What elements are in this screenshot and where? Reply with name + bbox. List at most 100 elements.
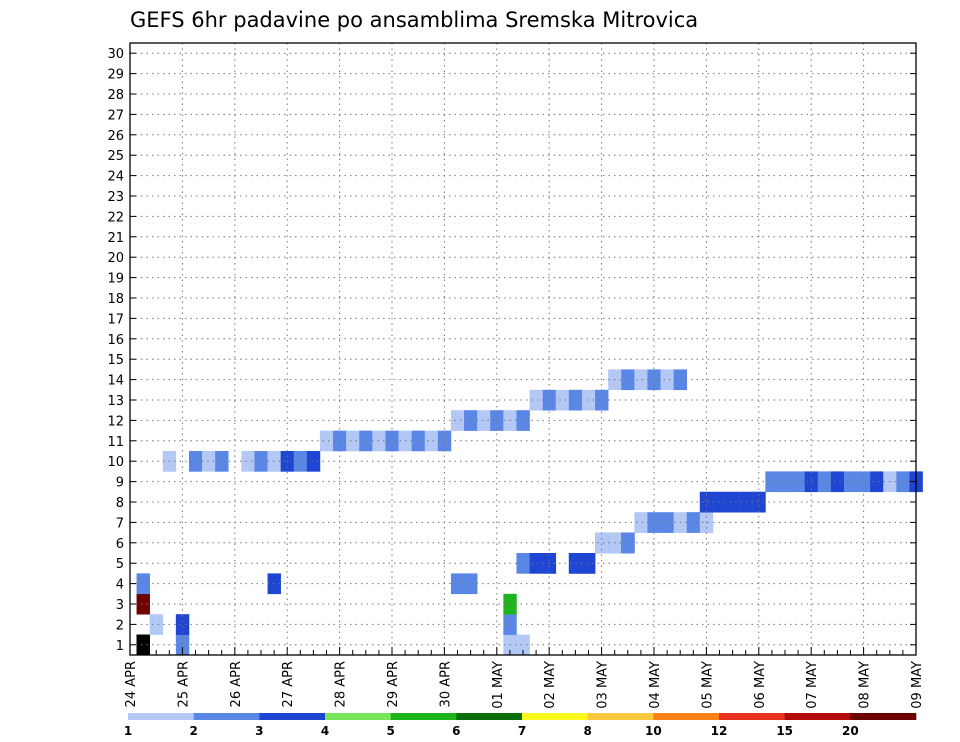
y-tick-label: 19 <box>107 272 124 287</box>
heatmap-cell <box>385 430 399 452</box>
x-tick-label: 06 MAY <box>753 661 768 709</box>
y-tick-label: 15 <box>107 353 124 368</box>
heatmap-cell <box>581 389 596 411</box>
y-tick-label: 21 <box>107 231 124 246</box>
chart-title: GEFS 6hr padavine po ansamblima Sremska … <box>130 8 698 32</box>
heatmap-cell <box>857 471 871 493</box>
heatmap-cell <box>254 451 268 472</box>
y-tick-label: 23 <box>107 190 124 205</box>
heatmap-cell <box>529 389 543 411</box>
heatmap-cells <box>136 369 923 656</box>
y-tick-label: 14 <box>107 374 124 389</box>
heatmap-cell <box>136 593 150 615</box>
heatmap-cell <box>595 389 609 411</box>
x-tick-label: 08 MAY <box>858 661 873 709</box>
y-tick-label: 27 <box>107 108 124 123</box>
heatmap-cell <box>464 410 478 431</box>
y-tick-label: 26 <box>107 129 124 144</box>
colorbar-swatch <box>653 713 720 720</box>
y-tick-label: 5 <box>116 557 124 572</box>
colorbar-label: 2 <box>189 724 197 738</box>
grid-lines <box>129 43 917 655</box>
x-tick-label: 30 APR <box>438 661 453 707</box>
colorbar-swatch <box>522 713 588 720</box>
heatmap-cell <box>346 430 360 452</box>
colorbar-swatch <box>587 713 654 720</box>
y-tick-label: 9 <box>116 476 124 491</box>
y-tick-label: 12 <box>107 414 124 429</box>
heatmap-cell <box>136 573 150 595</box>
colorbar-label: 1 <box>124 724 132 738</box>
y-tick-label: 29 <box>107 68 124 83</box>
x-tick-label: 05 MAY <box>700 661 715 709</box>
heatmap-cell <box>830 471 845 493</box>
colorbar-swatch <box>850 713 917 720</box>
heatmap-cell <box>490 410 504 431</box>
colorbar-swatch <box>719 713 785 720</box>
colorbar-swatch <box>193 713 260 720</box>
colorbar-label: 4 <box>321 724 329 738</box>
heatmap-cell <box>804 471 819 493</box>
x-axis: 24 APR 25 APR 26 APR 27 APR 28 APR 29 APR 30 A… <box>124 647 925 709</box>
colorbar-label: 7 <box>518 724 526 738</box>
y-tick-label: 1 <box>116 639 124 654</box>
heatmap-cell <box>739 491 753 513</box>
heatmap-cell <box>188 451 203 472</box>
y-tick-label: 22 <box>107 210 124 225</box>
y-tick-label: 10 <box>107 455 124 470</box>
heatmap-cell <box>450 573 465 595</box>
heatmap-cell <box>621 369 635 391</box>
heatmap-cell <box>791 471 805 493</box>
heatmap-cell <box>516 634 530 656</box>
x-tick-label: 24 APR <box>124 661 139 707</box>
x-tick-label: 04 MAY <box>648 661 663 709</box>
y-tick-label: 13 <box>107 394 124 409</box>
heatmap-cell <box>516 410 530 431</box>
x-tick-label: 25 APR <box>176 661 191 707</box>
x-tick-label: 26 APR <box>229 661 244 707</box>
heatmap-cell <box>621 532 635 554</box>
y-tick-label: 30 <box>107 47 124 62</box>
heatmap-cell <box>464 573 478 595</box>
heatmap-cell <box>660 369 674 391</box>
colorbar-label: 8 <box>583 724 591 738</box>
colorbar-label: 6 <box>452 724 460 738</box>
heatmap-cell <box>215 451 229 472</box>
heatmap-cell <box>870 471 884 493</box>
colorbar-label: 15 <box>776 724 793 738</box>
colorbar-swatch <box>784 713 851 720</box>
heatmap-cell <box>424 430 439 452</box>
x-tick-label: 09 MAY <box>910 661 925 709</box>
y-tick-label: 7 <box>116 516 124 531</box>
x-tick-label: 27 APR <box>281 661 296 707</box>
x-tick-label: 29 APR <box>386 661 401 707</box>
heatmap-cell <box>359 430 373 452</box>
heatmap-cell <box>202 451 216 472</box>
colorbar-swatch <box>325 713 391 720</box>
heatmap-cell <box>634 512 648 533</box>
heatmap-cell <box>529 553 543 574</box>
heatmap-cell <box>516 553 530 574</box>
heatmap-cell <box>136 634 150 656</box>
x-tick-label: 07 MAY <box>805 661 820 709</box>
y-axis: 1234567891011121314151617181920212223242… <box>107 47 916 654</box>
heatmap-cell <box>752 491 766 513</box>
heatmap-cell <box>306 451 321 472</box>
y-tick-label: 17 <box>107 312 124 327</box>
heatmap-cell <box>660 512 674 533</box>
heatmap-cell <box>726 491 740 513</box>
y-tick-label: 18 <box>107 292 124 307</box>
colorbar-label: 20 <box>842 724 859 738</box>
heatmap-cell <box>765 471 779 493</box>
heatmap-cell <box>293 451 308 472</box>
x-tick-label: 03 MAY <box>596 661 611 709</box>
heatmap-cell <box>372 430 386 452</box>
heatmap-cell <box>634 369 648 391</box>
colorbar-swatch <box>390 713 457 720</box>
y-tick-label: 4 <box>116 578 124 593</box>
heatmap-cell <box>686 512 701 533</box>
y-tick-label: 28 <box>107 88 124 103</box>
heatmap-cell <box>149 614 164 635</box>
y-tick-label: 16 <box>107 333 124 348</box>
